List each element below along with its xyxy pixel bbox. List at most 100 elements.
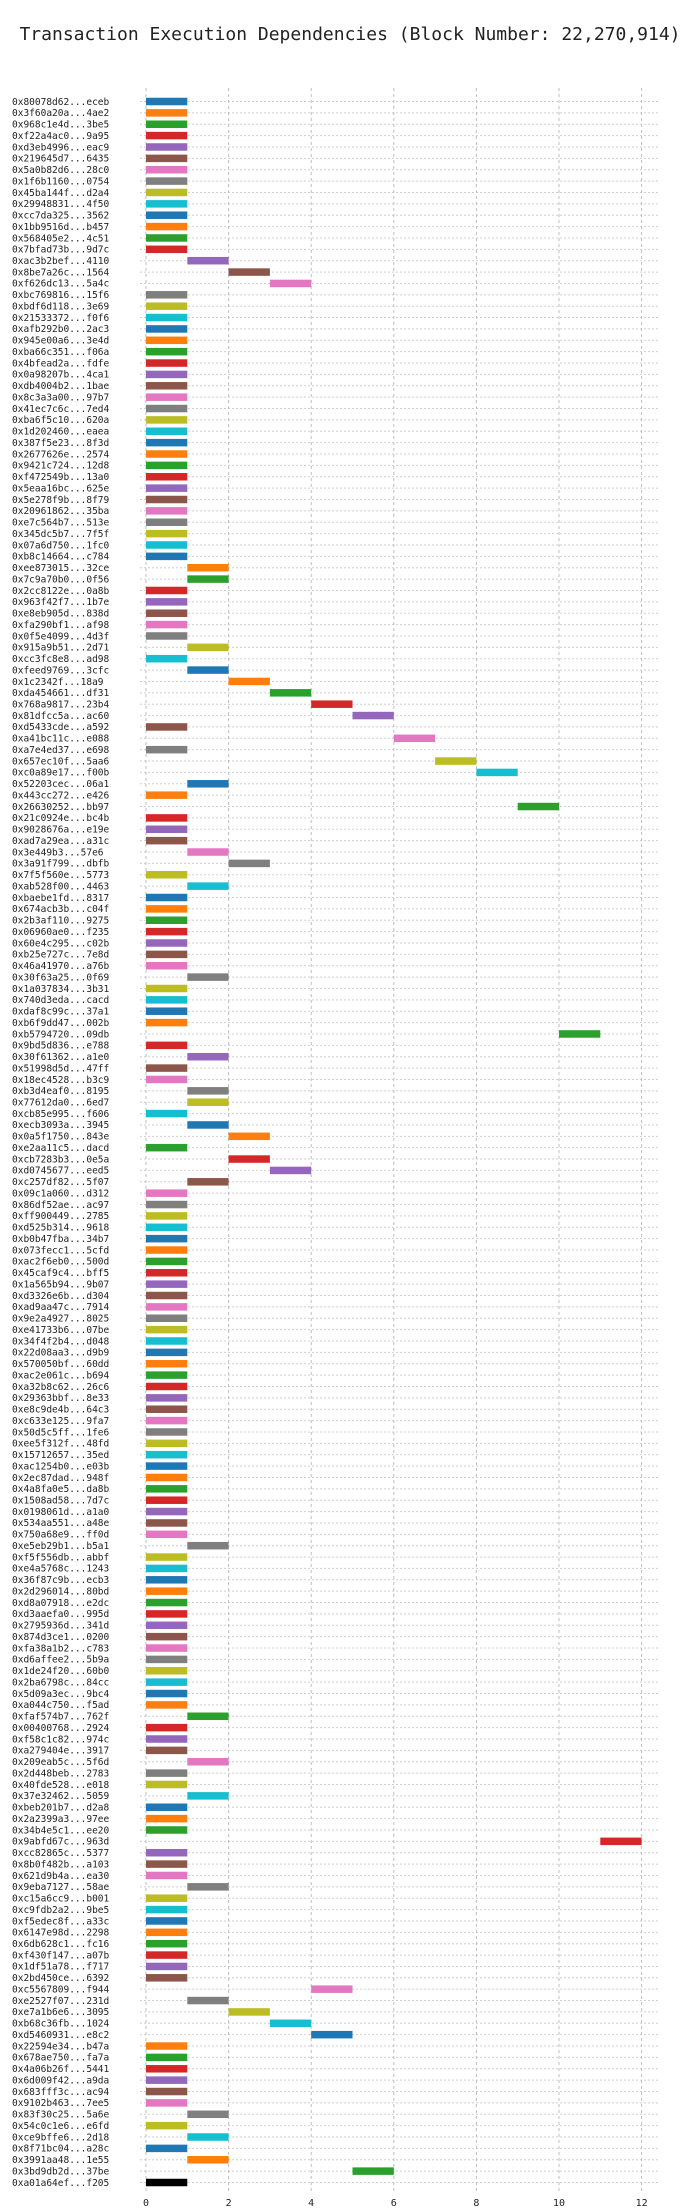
- execution-bar: [146, 2076, 188, 2084]
- execution-bar: [146, 654, 188, 663]
- transaction-label: 0xac1254b0...e03b: [12, 1461, 110, 1472]
- transaction-label: 0x874d3ce1...0200: [12, 1632, 110, 1643]
- execution-bar: [146, 143, 188, 151]
- execution-bar: [352, 711, 394, 720]
- execution-bar: [228, 1132, 270, 1141]
- transaction-label: 0x6147e98d...2298: [12, 1928, 110, 1939]
- execution-bar: [146, 404, 188, 413]
- transaction-label: 0xdaf8c99c...37a1: [12, 1007, 110, 1018]
- execution-bar: [146, 359, 188, 367]
- execution-bar: [146, 1291, 188, 1300]
- execution-bar: [146, 893, 188, 902]
- execution-bar: [146, 188, 188, 197]
- execution-bar: [146, 1462, 188, 1470]
- transaction-label: 0x77612da0...6ed7: [12, 1097, 109, 1108]
- execution-bar: [146, 1814, 188, 1823]
- transaction-label: 0xee873015...32ce: [12, 563, 110, 574]
- transaction-label: 0x9abfd67c...963d: [12, 1837, 109, 1848]
- transaction-label: 0xb5794720...09db: [12, 1029, 110, 1040]
- transaction-label: 0xad9aa47c...7914: [12, 1302, 110, 1313]
- transaction-label: 0xfa290bf1...af98: [12, 620, 110, 631]
- execution-bar: [146, 1507, 188, 1516]
- execution-bar: [146, 495, 188, 504]
- execution-bar: [146, 450, 188, 458]
- execution-bar: [146, 347, 188, 356]
- execution-bar: [228, 268, 270, 276]
- transaction-label: 0x945e00a6...3e4d: [12, 336, 109, 347]
- transaction-label: 0x1df51a78...f717: [12, 1962, 109, 1973]
- execution-bar: [311, 2030, 353, 2039]
- execution-bar: [146, 2042, 188, 2050]
- execution-bar: [146, 961, 188, 970]
- transaction-label: 0xcc3fc8e8...ad98: [12, 654, 110, 665]
- execution-bar: [146, 382, 188, 390]
- execution-bar: [146, 1314, 188, 1323]
- execution-bar: [187, 780, 229, 788]
- execution-bar: [187, 2156, 229, 2164]
- execution-bar: [187, 882, 229, 890]
- transaction-label: 0x2677626e...2574: [12, 449, 110, 460]
- execution-bar: [146, 302, 188, 310]
- execution-bar: [146, 1496, 188, 1504]
- execution-bar: [146, 1405, 188, 1413]
- execution-bar: [146, 745, 188, 754]
- transaction-label: 0xac2e061c...b694: [12, 1370, 110, 1381]
- execution-bar: [146, 1280, 188, 1288]
- execution-bar: [228, 2008, 270, 2016]
- execution-bar: [146, 1871, 188, 1880]
- x-tick-label: 10: [553, 2198, 565, 2208]
- execution-bar: [146, 996, 188, 1004]
- execution-bar: [146, 416, 188, 424]
- execution-bar: [146, 1348, 188, 1357]
- execution-bar: [146, 131, 188, 140]
- transaction-label: 0x2b3af110...9275: [12, 916, 109, 927]
- x-tick-label: 4: [308, 2198, 314, 2208]
- execution-bar: [146, 507, 188, 515]
- transaction-label: 0x8b0f482b...a103: [12, 1859, 109, 1870]
- transaction-label: 0xab528f00...4463: [12, 881, 109, 892]
- transaction-label: 0x963f42f7...1b7e: [12, 597, 110, 608]
- transaction-label: 0x8f71bc04...a28c: [12, 2144, 109, 2155]
- transaction-label: 0x21c0924e...bc4b: [12, 813, 110, 824]
- transaction-label: 0xb3d4eaf0...8195: [12, 1086, 109, 1097]
- execution-bar: [146, 234, 188, 242]
- transaction-label: 0x915a9b51...2d71: [12, 643, 110, 654]
- execution-bar: [269, 2019, 312, 2028]
- transaction-label: 0x34b4e5c1...ee20: [12, 1825, 110, 1836]
- transaction-label: 0x5e278f9b...8f79: [12, 495, 110, 506]
- transaction-label: 0x4a06b26f...5441: [12, 2064, 110, 2075]
- execution-bar: [146, 1632, 188, 1641]
- execution-bar: [146, 1667, 188, 1675]
- transaction-label: 0x07a6d750...1fc0: [12, 540, 110, 551]
- transaction-label: 0xba6f5c10...620a: [12, 415, 109, 426]
- execution-bar: [146, 1257, 188, 1266]
- execution-bar: [146, 1109, 188, 1118]
- transaction-label: 0x1a565b94...9b07: [12, 1279, 109, 1290]
- transaction-label: 0xe8c9de4b...64c3: [12, 1405, 109, 1416]
- transaction-label: 0x1c2342f...18a9: [12, 677, 104, 688]
- execution-bar: [146, 291, 188, 299]
- execution-bar: [146, 1928, 188, 1937]
- execution-bar: [146, 552, 188, 561]
- transaction-label: 0x5a0b82d6...28c0: [12, 165, 110, 176]
- execution-bar: [187, 256, 229, 265]
- execution-bar: [146, 2178, 188, 2187]
- execution-bar: [146, 1848, 188, 1857]
- execution-bar: [146, 370, 188, 379]
- execution-bar: [146, 905, 188, 913]
- transaction-label: 0x2d448beb...2783: [12, 1768, 109, 1779]
- transaction-label: 0xc5567809...f944: [12, 1984, 110, 1995]
- transaction-label: 0xcc82865c...5377: [12, 1848, 109, 1859]
- execution-bar: [187, 666, 229, 674]
- transaction-label: 0x2ec87dad...948f: [12, 1473, 109, 1484]
- transaction-label: 0x34f4f2b4...d048: [12, 1336, 110, 1347]
- execution-bar: [146, 165, 188, 174]
- execution-bar: [146, 97, 188, 106]
- transaction-label: 0x1bb9516d...b457: [12, 222, 109, 233]
- execution-bar: [146, 1962, 188, 1971]
- transaction-label: 0xe8eb905d...838d: [12, 609, 109, 620]
- transaction-label: 0x7bfad73b...9d7c: [12, 245, 109, 256]
- execution-bar: [146, 1553, 188, 1561]
- execution-bar: [146, 1450, 188, 1459]
- execution-bar: [559, 1030, 601, 1038]
